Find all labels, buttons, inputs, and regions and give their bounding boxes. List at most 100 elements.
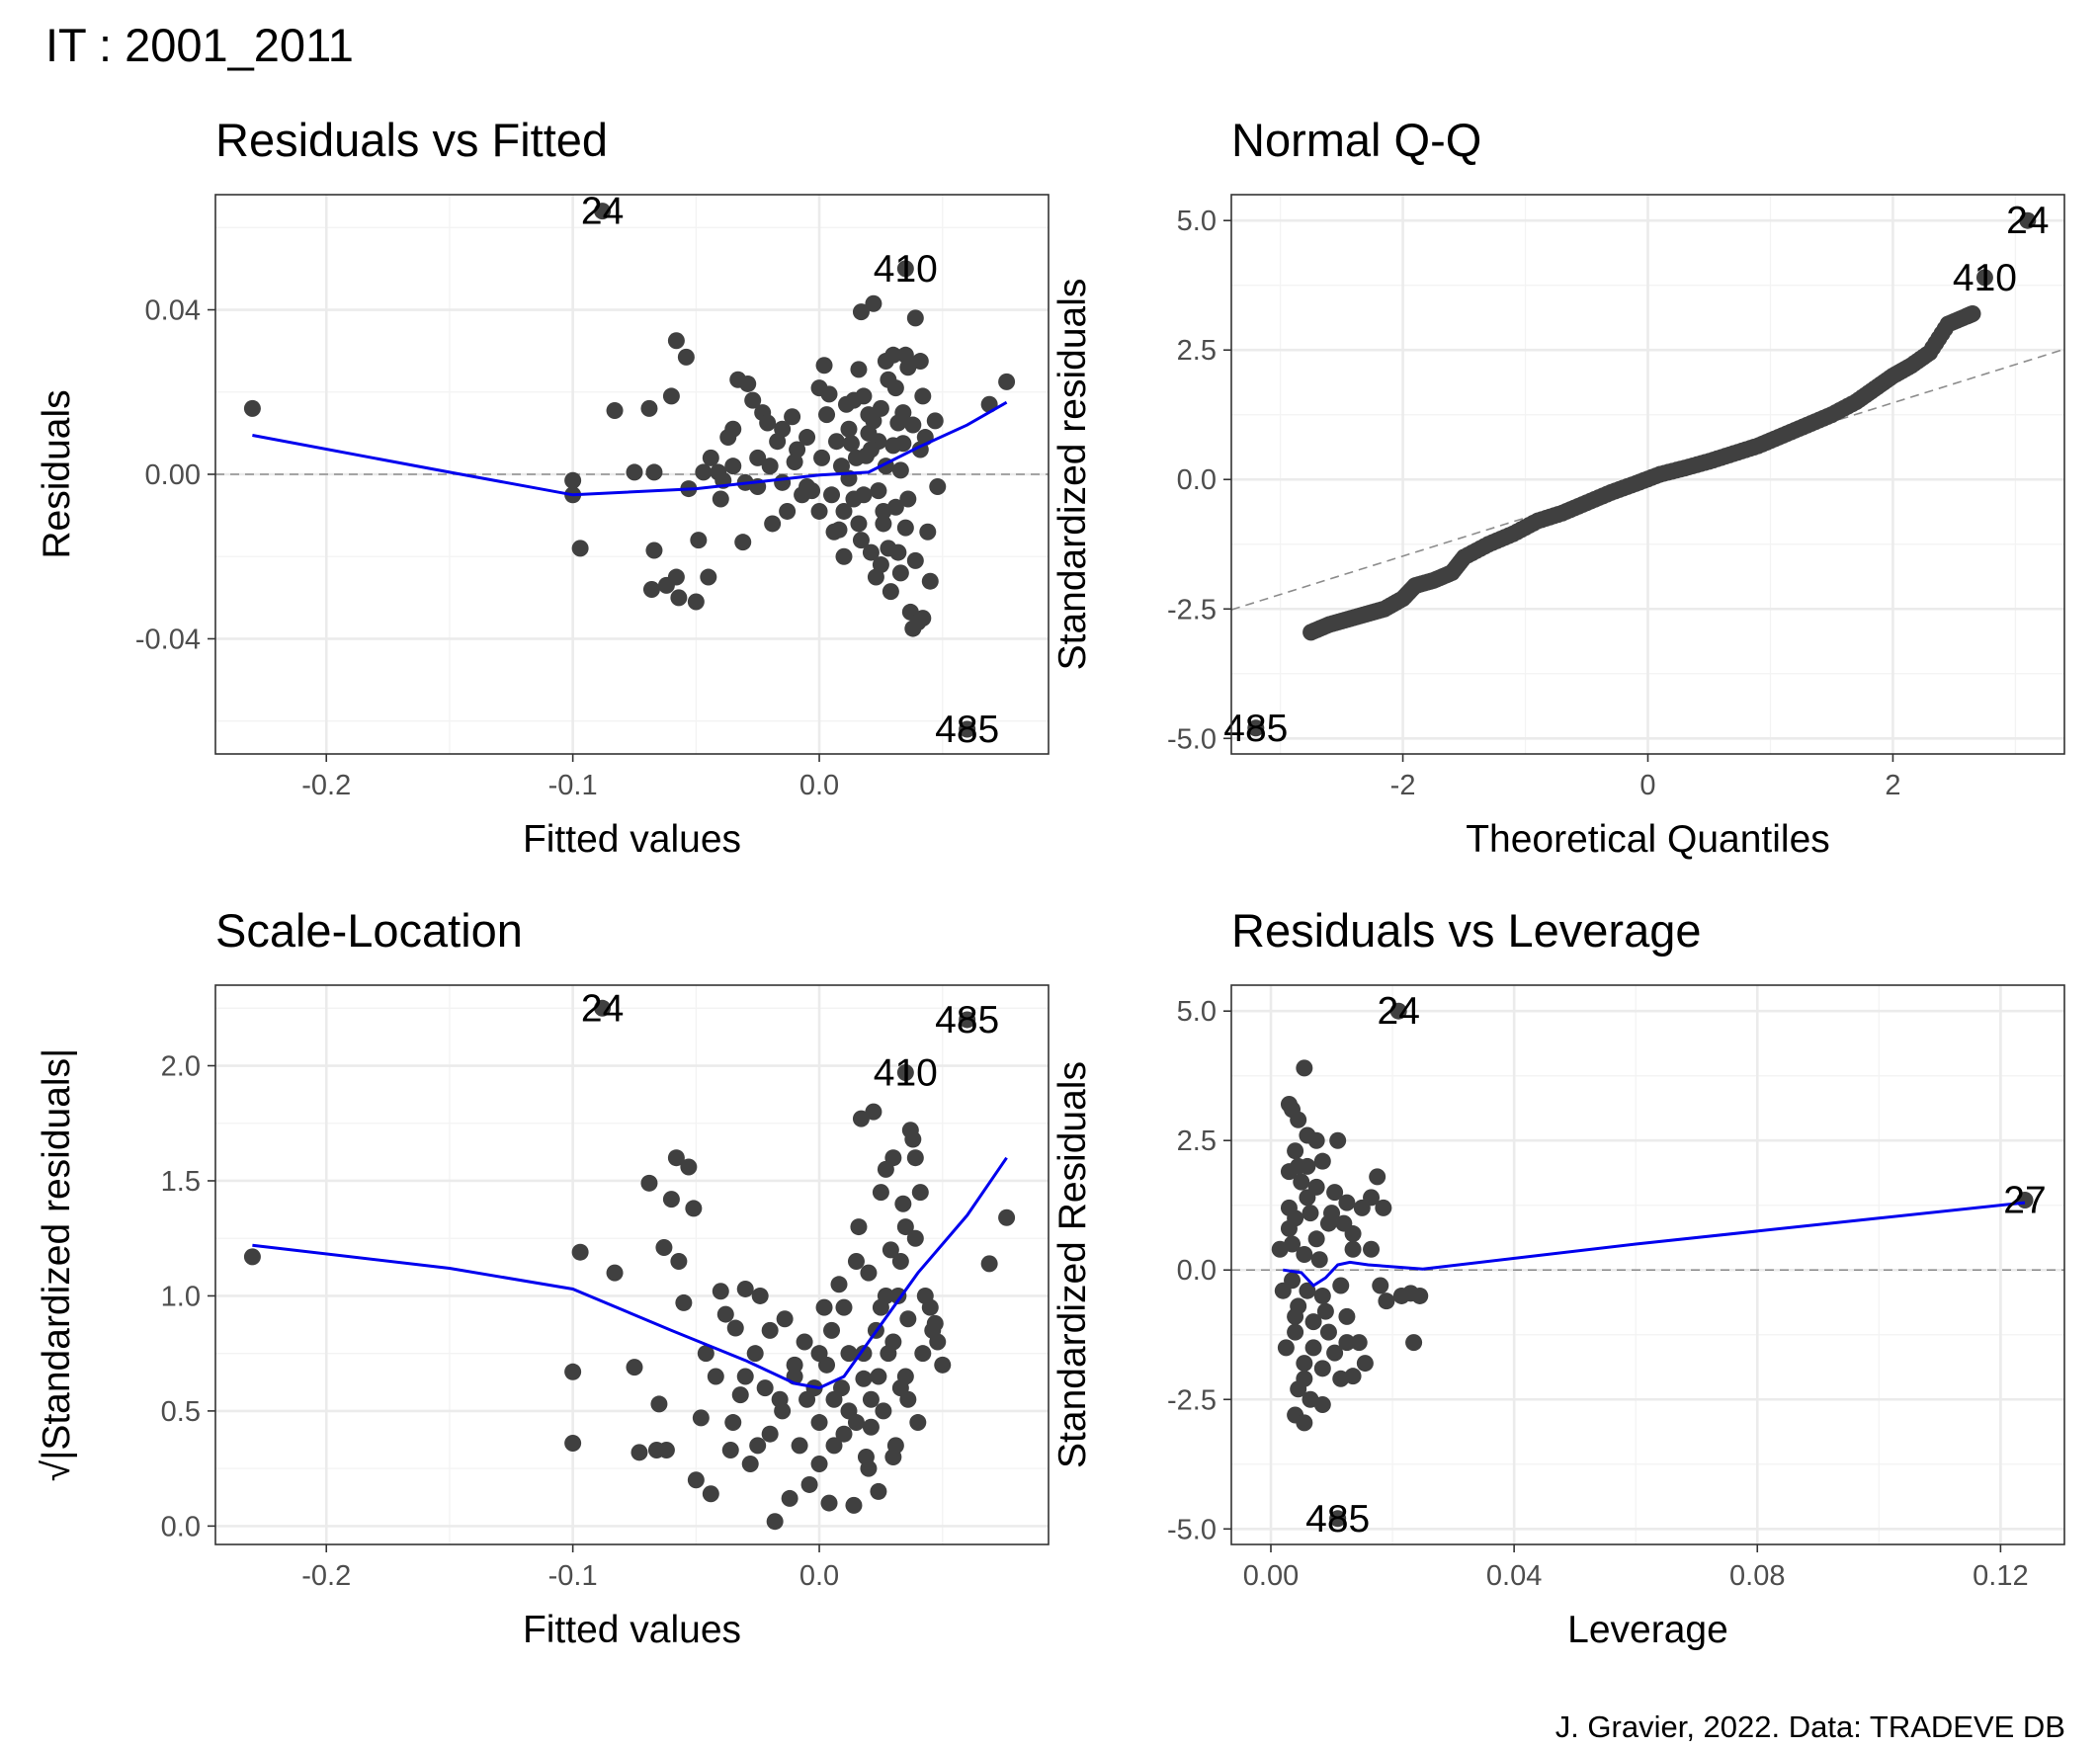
data-point: [692, 1409, 710, 1427]
point-label: 485: [1223, 708, 1288, 750]
data-point: [1319, 1323, 1337, 1341]
data-point: [896, 1368, 914, 1385]
data-point: [734, 534, 752, 551]
data-point: [906, 1229, 924, 1247]
data-point: [640, 1174, 658, 1192]
grid: [1231, 985, 2064, 1544]
data-point: [2019, 211, 2037, 229]
data-point: [894, 1195, 912, 1212]
data-point: [886, 498, 904, 516]
data-point: [875, 515, 892, 533]
data-point: [899, 1390, 917, 1408]
data-point: [1369, 1168, 1386, 1186]
data-point: [835, 1425, 853, 1443]
data-point: [650, 1395, 668, 1413]
data-point: [1304, 1313, 1322, 1331]
data-point: [662, 387, 680, 405]
data-point: [594, 203, 612, 220]
data-point: [1329, 1510, 1347, 1528]
data-point: [1411, 1287, 1429, 1304]
data-point: [779, 502, 797, 520]
data-point: [1313, 1152, 1331, 1170]
y-tick-label: 2.0: [161, 1051, 201, 1083]
data-point: [726, 1319, 744, 1337]
data-point: [1296, 1246, 1313, 1264]
data-point: [909, 1414, 927, 1432]
data-point: [1372, 1277, 1389, 1294]
data-point: [1247, 719, 1265, 737]
data-point: [739, 375, 757, 392]
x-axis-title: Fitted values: [523, 1609, 741, 1651]
panel-title: Residuals vs Leverage: [1231, 904, 1702, 957]
data-point: [835, 502, 853, 520]
data-point: [862, 543, 880, 561]
data-point: [670, 589, 688, 607]
data-point: [700, 568, 717, 586]
y-tick-label: 0.0: [1177, 1255, 1217, 1287]
data-point: [764, 515, 782, 533]
data-point: [667, 1149, 685, 1167]
data-point: [667, 568, 685, 586]
data-point: [761, 458, 779, 475]
data-point: [724, 420, 742, 438]
data-point: [1316, 1302, 1334, 1320]
data-point: [786, 454, 803, 471]
data-point: [774, 420, 792, 438]
data-point: [670, 1253, 688, 1271]
data-point: [929, 1333, 947, 1351]
data-point: [1304, 1339, 1322, 1357]
data-point: [687, 593, 705, 611]
x-tick-label: 0.0: [799, 770, 839, 801]
data-point: [687, 1471, 705, 1489]
data-point: [860, 1264, 878, 1282]
point-label: 410: [1953, 257, 2017, 299]
data-point: [1975, 269, 1993, 287]
scale-location-panel: 24 485 410 -0.2 -0.1 0.0 0.0 0.5 1.0 1.5 2.0 Scale-…: [36, 904, 1050, 1651]
plot-area: [243, 999, 1016, 1531]
data-point: [1313, 1396, 1331, 1413]
smooth-line: [252, 400, 1008, 497]
data-point: [828, 433, 846, 451]
data-point: [914, 387, 932, 405]
data-point: [847, 449, 865, 466]
data-point: [1313, 1287, 1331, 1304]
data-point: [850, 361, 868, 378]
data-point: [1299, 1189, 1316, 1207]
data-point: [1293, 1173, 1310, 1191]
data-point: [640, 399, 658, 417]
data-point: [736, 1280, 754, 1297]
x-tick-label: -2: [1390, 770, 1416, 801]
data-point: [832, 1379, 850, 1397]
smooth-line: [252, 1156, 1008, 1390]
data-point: [1323, 1205, 1341, 1222]
data-point: [889, 543, 907, 561]
data-point: [842, 435, 860, 453]
data-point: [1274, 1282, 1292, 1299]
y-tick-label: -0.04: [135, 624, 201, 655]
data-point: [716, 1305, 734, 1323]
data-point: [626, 463, 643, 481]
data-point: [823, 1321, 841, 1339]
x-tick-label: 0.12: [1973, 1560, 2028, 1592]
data-point: [998, 373, 1016, 390]
data-point: [862, 1390, 880, 1408]
data-point: [1405, 1334, 1423, 1352]
data-point: [852, 532, 870, 549]
data-point: [736, 1368, 754, 1385]
data-point: [926, 1314, 944, 1332]
y-tick-label: 1.5: [161, 1166, 201, 1198]
data-point: [980, 1255, 998, 1273]
y-tick-label: 2.5: [1177, 335, 1217, 367]
data-point: [667, 332, 685, 350]
data-point: [1307, 1230, 1325, 1248]
data-point: [847, 1253, 865, 1271]
data-point: [911, 353, 929, 371]
x-tick-label: 0.00: [1243, 1560, 1299, 1592]
x-tick-label: 0.04: [1486, 1560, 1542, 1592]
data-point: [850, 515, 868, 533]
data-point: [796, 1333, 813, 1351]
x-tick-label: 2: [1885, 770, 1900, 801]
data-point: [1326, 1344, 1344, 1362]
data-point: [1290, 1111, 1307, 1128]
